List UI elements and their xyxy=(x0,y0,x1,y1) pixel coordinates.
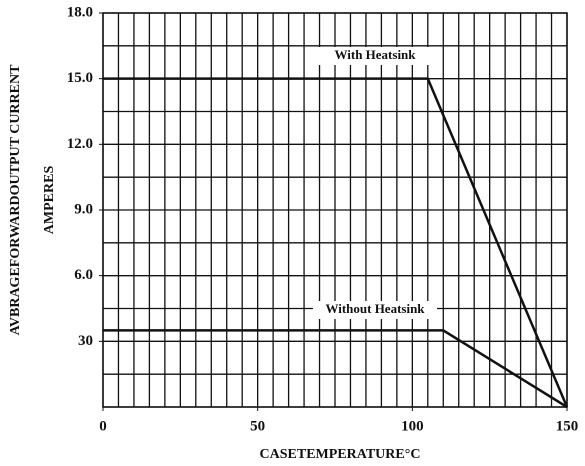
x-tick-label: 0 xyxy=(99,418,107,434)
x-axis-label: CASETEMPERATURE°C xyxy=(260,447,421,462)
y-tick-label: 6.0 xyxy=(74,267,93,283)
label-background xyxy=(313,301,437,319)
x-tick-label: 150 xyxy=(556,418,579,434)
y-axis-label: AMPERES xyxy=(42,166,57,235)
series-label: Without Heatsink xyxy=(325,301,425,316)
y-tick-label: 30 xyxy=(78,333,93,349)
x-tick-label: 100 xyxy=(401,418,424,434)
label-background xyxy=(313,47,437,65)
series-label: With Heatsink xyxy=(334,47,416,62)
series-line xyxy=(103,329,568,409)
x-tick-label: 50 xyxy=(250,418,265,434)
y-tick-label: 12.0 xyxy=(67,136,93,152)
y-tick-label: 15.0 xyxy=(67,70,93,86)
y-tick-label: 9.0 xyxy=(74,201,93,217)
y-axis-label: AVBRAGEFORWARDOUTPUT CURRENT xyxy=(8,64,23,336)
y-tick-label: 18.0 xyxy=(67,4,93,20)
series-line xyxy=(103,77,569,408)
